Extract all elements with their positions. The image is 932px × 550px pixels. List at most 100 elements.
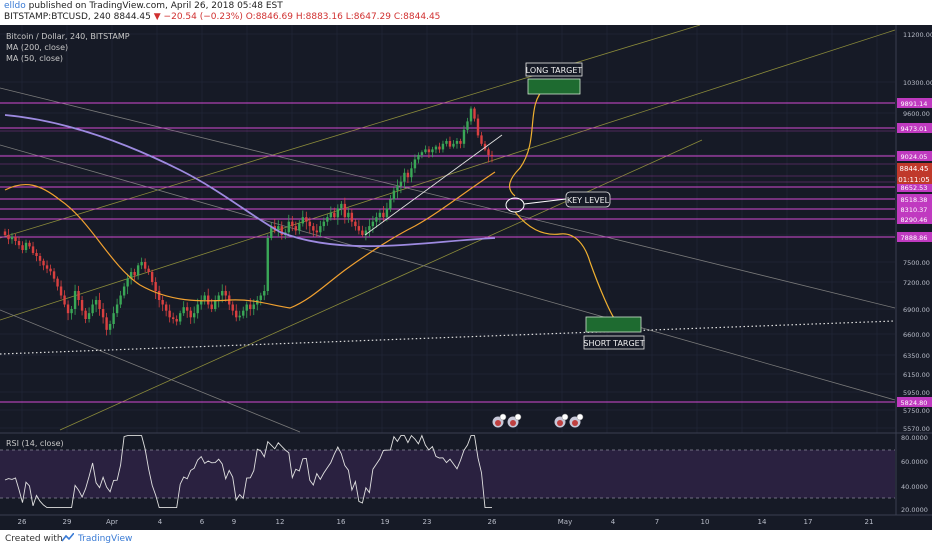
price-tick: 6350.00 [903, 352, 930, 360]
candle-body [270, 226, 273, 238]
level-tag-text: 8310.37 [901, 206, 928, 214]
symbol-line: BITSTAMP:BTCUSD, 240 8844.45 ▼ −20.54 (−… [4, 12, 440, 22]
candle-body [101, 309, 105, 318]
candle-body [122, 286, 126, 296]
candle-body [364, 230, 368, 235]
candle-body [94, 300, 98, 305]
candle-body [431, 149, 434, 153]
event-icons[interactable] [492, 413, 584, 428]
level-tag-text: 8652.53 [901, 184, 928, 192]
date-tick: 19 [381, 518, 390, 526]
candle-body [115, 304, 119, 314]
chart-legend: Bitcoin / Dollar, 240, BITSTAMP MA (200,… [6, 31, 130, 64]
legend-title: Bitcoin / Dollar, 240, BITSTAMP [6, 32, 130, 41]
candle-body [7, 235, 10, 240]
candle-body [459, 141, 462, 144]
candle-body [231, 304, 234, 311]
candle-body [476, 118, 480, 136]
close-value: C:8844.45 [393, 12, 441, 22]
level-tag-text: 5824.80 [901, 399, 928, 407]
candle-body [319, 226, 322, 233]
last-price-text: 8844.45 [900, 165, 929, 173]
candle-body [119, 295, 122, 305]
date-tick: 10 [701, 518, 710, 526]
chart-area[interactable]: LONG TARGET KEY LEVEL SHORT TARGET 11200… [0, 24, 932, 530]
candle-body [315, 230, 319, 233]
candle-body [371, 221, 375, 227]
candle-body [178, 313, 182, 322]
date-tick: 26 [488, 518, 497, 526]
candle-body [126, 278, 129, 287]
candle-body [24, 242, 28, 250]
price-tick: 5570.00 [903, 425, 930, 433]
candle-body [490, 155, 494, 156]
candle-body [21, 245, 24, 250]
candle-body [214, 300, 217, 309]
symbol-label: BITSTAMP:BTCUSD, 240 [4, 12, 111, 22]
candle-body [291, 221, 294, 227]
candle-body [333, 212, 336, 218]
candle-body [277, 226, 280, 231]
high-value: H:8883.16 [295, 12, 343, 22]
candle-body [87, 313, 91, 319]
candle-body [452, 143, 455, 147]
legend-ma50: MA (50, close) [6, 54, 64, 63]
candle-body [10, 236, 14, 240]
candle-body [375, 217, 378, 222]
candle-body [413, 159, 417, 169]
bearish-projection [514, 211, 615, 319]
bullish-projection [508, 87, 546, 197]
tradingview-brand[interactable]: TradingView [78, 534, 133, 544]
candle-body [56, 278, 59, 287]
rsi-tick: 40.0000 [901, 483, 928, 491]
event-icon-1 [492, 413, 507, 428]
countdown-text: 01:11:05 [898, 176, 929, 184]
level-tag-text: 9024.05 [901, 153, 928, 161]
candle-body [224, 291, 227, 296]
candle-body [200, 300, 203, 305]
candle-body [326, 217, 329, 222]
candle-body [242, 310, 245, 316]
date-tick: 26 [18, 518, 27, 526]
candle-body [340, 203, 343, 209]
candle-body [84, 310, 87, 319]
long-target-text: LONG TARGET [526, 66, 583, 75]
chart-svg[interactable]: LONG TARGET KEY LEVEL SHORT TARGET 11200… [0, 24, 932, 530]
price-tick: 5750.00 [903, 407, 930, 415]
candle-body [164, 304, 168, 311]
candle-body [129, 272, 133, 279]
candle-body [473, 108, 476, 119]
event-icon-3 [554, 413, 569, 428]
rsi-band [0, 450, 895, 498]
author-link[interactable]: elldo [4, 1, 26, 11]
price-tick: 5950.00 [903, 389, 930, 397]
candle-body [378, 212, 382, 218]
level-tag [897, 214, 932, 224]
candle-body [462, 129, 466, 144]
candle-body [329, 212, 333, 218]
candle-body [217, 295, 220, 300]
rsi-tick: 60.0000 [901, 458, 928, 466]
candle-body [392, 190, 396, 200]
low-value: L:8647.29 [345, 12, 391, 22]
level-tag [897, 182, 932, 192]
key-level-text: KEY LEVEL [567, 196, 610, 205]
key-level-pointer [523, 198, 567, 205]
diagonal-resistance-1 [0, 87, 896, 309]
channel-upper [0, 24, 701, 239]
price-tick: 11200.00 [903, 31, 932, 39]
candle-body [424, 149, 427, 153]
candle-body [108, 324, 112, 330]
date-tick: Apr [106, 518, 118, 526]
candle-body [312, 226, 315, 231]
date-tick: 14 [758, 518, 767, 526]
candle-body [192, 313, 196, 318]
candle-body [347, 212, 350, 218]
level-tags: 9891.14 9473.01 9024.05 8652.53 8518.38 8310.… [897, 98, 932, 407]
candle-body [361, 230, 364, 235]
candle-body [14, 236, 17, 241]
candle-body [294, 226, 297, 231]
change-value: −20.54 (−0.23%) [163, 12, 243, 22]
candle-body [207, 295, 210, 305]
candle-body [35, 253, 38, 256]
